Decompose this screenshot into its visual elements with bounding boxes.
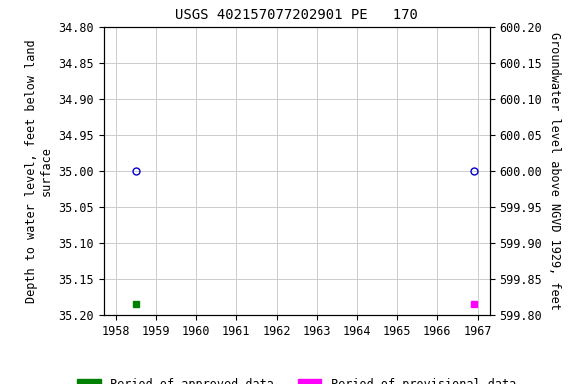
Title: USGS 402157077202901 PE   170: USGS 402157077202901 PE 170 xyxy=(175,8,418,22)
Y-axis label: Groundwater level above NGVD 1929, feet: Groundwater level above NGVD 1929, feet xyxy=(548,32,560,310)
Legend: Period of approved data, Period of provisional data: Period of approved data, Period of provi… xyxy=(73,373,521,384)
Y-axis label: Depth to water level, feet below land
surface: Depth to water level, feet below land su… xyxy=(25,39,53,303)
